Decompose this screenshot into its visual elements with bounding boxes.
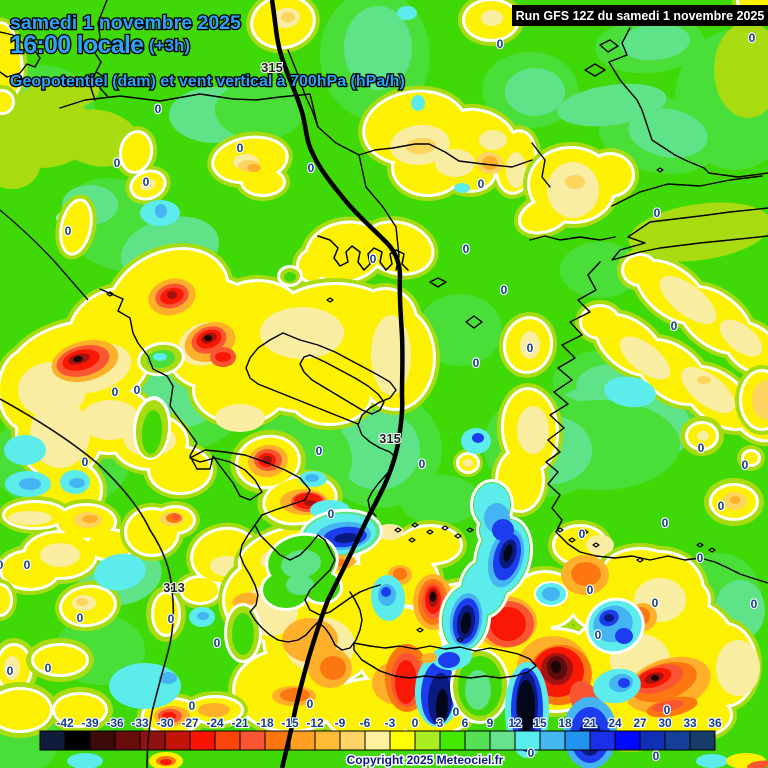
svg-text:6: 6: [462, 716, 469, 730]
svg-text:0: 0: [654, 206, 661, 220]
svg-text:0: 0: [24, 558, 31, 572]
svg-text:36: 36: [708, 716, 722, 730]
svg-text:0: 0: [316, 444, 323, 458]
svg-text:Run GFS 12Z du samedi 1 novemb: Run GFS 12Z du samedi 1 novembre 2025: [516, 9, 765, 23]
svg-text:-9: -9: [335, 716, 346, 730]
svg-text:0: 0: [587, 583, 594, 597]
svg-text:0: 0: [134, 383, 141, 397]
svg-text:-15: -15: [281, 716, 299, 730]
svg-text:0: 0: [652, 596, 659, 610]
svg-text:0: 0: [501, 283, 508, 297]
svg-text:-27: -27: [181, 716, 199, 730]
svg-text:0: 0: [749, 31, 756, 45]
svg-text:-3: -3: [385, 716, 396, 730]
svg-text:0: 0: [45, 661, 52, 675]
svg-text:0: 0: [189, 699, 196, 713]
svg-text:0: 0: [168, 612, 175, 626]
svg-text:0: 0: [237, 141, 244, 155]
svg-text:315: 315: [379, 431, 401, 446]
svg-text:-30: -30: [156, 716, 174, 730]
svg-text:33: 33: [683, 716, 697, 730]
svg-text:-6: -6: [360, 716, 371, 730]
svg-text:0: 0: [308, 161, 315, 175]
svg-text:Copyright 2025 Meteociel.fr: Copyright 2025 Meteociel.fr: [347, 753, 504, 767]
svg-text:-33: -33: [131, 716, 149, 730]
svg-text:0: 0: [697, 551, 704, 565]
svg-text:0: 0: [453, 705, 460, 719]
svg-text:0: 0: [82, 455, 89, 469]
svg-text:30: 30: [658, 716, 672, 730]
svg-text:0: 0: [528, 746, 535, 760]
svg-text:0: 0: [698, 441, 705, 455]
svg-text:0: 0: [595, 628, 602, 642]
svg-text:0: 0: [671, 319, 678, 333]
svg-text:0: 0: [370, 252, 377, 266]
svg-text:0: 0: [7, 664, 14, 678]
svg-text:0: 0: [718, 499, 725, 513]
svg-text:0: 0: [0, 558, 4, 572]
svg-text:Geopotentiel (dam) et vent ver: Geopotentiel (dam) et vent vertical à 70…: [10, 73, 405, 90]
svg-text:24: 24: [608, 716, 622, 730]
svg-text:0: 0: [419, 457, 426, 471]
svg-text:0: 0: [742, 458, 749, 472]
svg-text:0: 0: [463, 242, 470, 256]
svg-text:-21: -21: [231, 716, 249, 730]
svg-text:-39: -39: [81, 716, 99, 730]
svg-text:0: 0: [328, 507, 335, 521]
svg-text:0: 0: [497, 37, 504, 51]
svg-text:0: 0: [579, 527, 586, 541]
svg-text:313: 313: [163, 580, 185, 595]
svg-text:0: 0: [143, 175, 150, 189]
svg-text:16:00 locale: 16:00 locale: [10, 31, 144, 59]
svg-text:0: 0: [473, 356, 480, 370]
svg-text:21: 21: [583, 716, 597, 730]
svg-text:3: 3: [437, 716, 444, 730]
svg-text:18: 18: [558, 716, 572, 730]
svg-text:-24: -24: [206, 716, 224, 730]
svg-text:-12: -12: [306, 716, 324, 730]
svg-text:0: 0: [412, 716, 419, 730]
svg-text:315: 315: [261, 60, 283, 75]
svg-text:0: 0: [307, 697, 314, 711]
svg-text:0: 0: [662, 516, 669, 530]
svg-text:-42: -42: [56, 716, 74, 730]
svg-text:12: 12: [508, 716, 522, 730]
svg-text:0: 0: [214, 636, 221, 650]
svg-text:0: 0: [112, 385, 119, 399]
svg-text:0: 0: [478, 177, 485, 191]
svg-text:0: 0: [65, 224, 72, 238]
svg-text:samedi 1 novembre 2025: samedi 1 novembre 2025: [10, 12, 241, 34]
svg-text:0: 0: [527, 341, 534, 355]
svg-text:(+3h): (+3h): [149, 36, 190, 55]
svg-text:27: 27: [633, 716, 647, 730]
svg-text:0: 0: [114, 156, 121, 170]
svg-text:0: 0: [751, 597, 758, 611]
svg-text:15: 15: [533, 716, 547, 730]
svg-text:0: 0: [664, 703, 671, 717]
svg-text:9: 9: [487, 716, 494, 730]
svg-text:0: 0: [155, 102, 162, 116]
svg-text:-36: -36: [106, 716, 124, 730]
svg-text:0: 0: [653, 749, 660, 763]
svg-text:-18: -18: [256, 716, 274, 730]
svg-text:0: 0: [77, 611, 84, 625]
